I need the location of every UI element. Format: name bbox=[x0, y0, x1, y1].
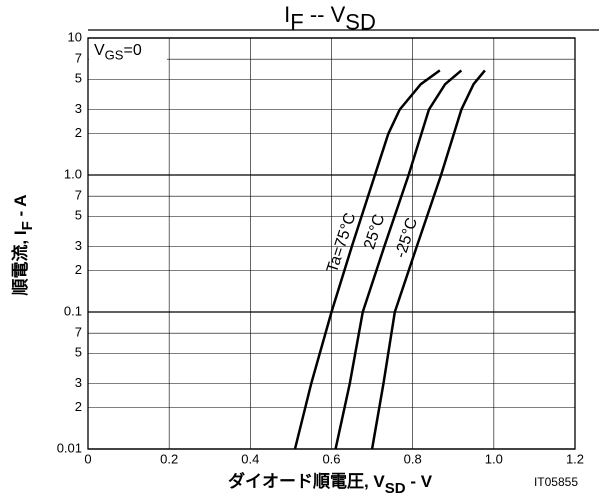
y-tick-label: 3 bbox=[75, 101, 82, 116]
y-tick-label: 7 bbox=[75, 51, 82, 66]
y-tick-label: 0.01 bbox=[57, 440, 82, 455]
y-axis-label: 順電流, IF - A bbox=[10, 194, 35, 295]
x-tick-label: 0.8 bbox=[404, 451, 422, 466]
chart-title: IF -- VSD bbox=[284, 2, 376, 35]
y-tick-label: 7 bbox=[75, 188, 82, 203]
x-tick-label: 1.0 bbox=[485, 451, 503, 466]
plot-frame bbox=[87, 37, 576, 450]
curve bbox=[293, 69, 441, 450]
annotation: VGS=0 bbox=[94, 42, 142, 63]
text-part: , I bbox=[11, 230, 30, 244]
text-part: SD bbox=[345, 10, 376, 35]
text-part: -- V bbox=[304, 2, 346, 27]
curve bbox=[334, 69, 463, 450]
text-part: SD bbox=[385, 480, 406, 497]
y-tick-label: 2 bbox=[75, 262, 82, 277]
y-tick-label: 5 bbox=[75, 345, 82, 360]
x-axis-label: ダイオード順電圧, VSD - V bbox=[228, 471, 433, 496]
text-part: , V bbox=[364, 472, 385, 491]
y-tick-label: 5 bbox=[75, 208, 82, 223]
x-tick-label: 0 bbox=[84, 451, 91, 466]
y-tick-label: 5 bbox=[75, 71, 82, 86]
text-part: ダイオード順電圧 bbox=[228, 471, 364, 491]
x-tick-label: 0.6 bbox=[322, 451, 340, 466]
text-part: GS bbox=[105, 48, 124, 63]
y-tick-label: 2 bbox=[75, 399, 82, 414]
text-part: - V bbox=[406, 472, 433, 491]
curve bbox=[370, 69, 486, 450]
text-part: - A bbox=[11, 194, 30, 221]
y-tick-label: 2 bbox=[75, 125, 82, 140]
annotation-box bbox=[89, 39, 167, 65]
x-tick-label: 0.4 bbox=[241, 451, 259, 466]
text-part: 順電流 bbox=[10, 245, 30, 296]
x-tick-label: 1.2 bbox=[566, 451, 584, 466]
x-tick-label: 0.2 bbox=[160, 451, 178, 466]
text-part: V bbox=[94, 42, 105, 59]
y-tick-label: 7 bbox=[75, 325, 82, 340]
y-tick-label: 3 bbox=[75, 238, 82, 253]
text-part: F bbox=[19, 221, 36, 230]
text-part: F bbox=[290, 10, 303, 35]
text-part: I bbox=[284, 2, 290, 27]
y-tick-label: 1.0 bbox=[64, 166, 82, 181]
y-tick-label: 3 bbox=[75, 375, 82, 390]
y-tick-label: 0.1 bbox=[64, 303, 82, 318]
figure-code: IT05855 bbox=[534, 475, 578, 489]
y-tick-label: 10 bbox=[68, 29, 82, 44]
text-part: =0 bbox=[123, 42, 141, 59]
